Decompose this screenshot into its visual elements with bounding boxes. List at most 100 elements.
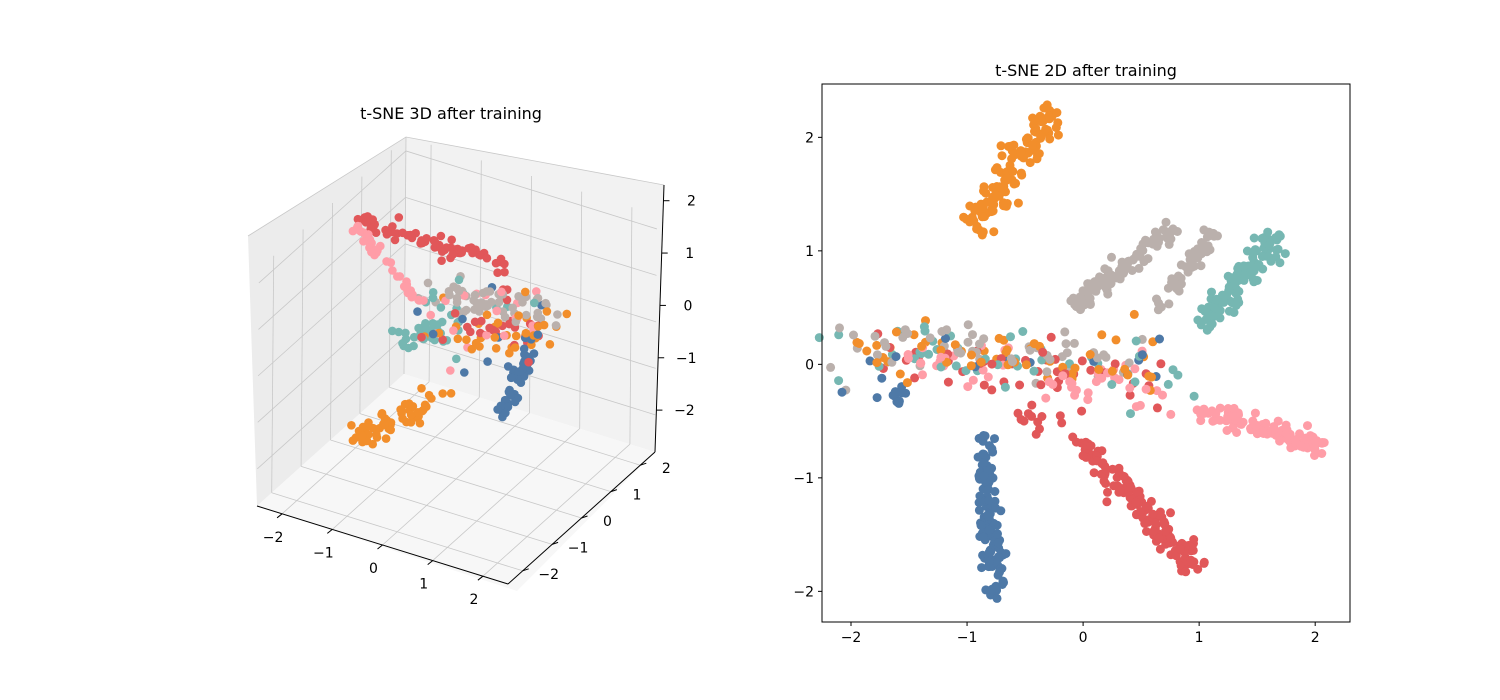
point-orange	[996, 141, 1006, 151]
point-gray	[1183, 267, 1193, 277]
point-teal	[452, 354, 461, 364]
point-red	[1086, 441, 1096, 451]
point-gray	[1127, 266, 1137, 275]
point-red	[1148, 509, 1158, 519]
point-pink	[1229, 403, 1239, 413]
point-red	[1089, 468, 1099, 478]
point-red	[1023, 409, 1033, 419]
point-orange	[967, 350, 976, 360]
point-teal	[1224, 306, 1234, 316]
point-pink	[1317, 449, 1327, 458]
y-tick-label: 0	[805, 357, 814, 373]
point-pink	[1166, 409, 1176, 419]
point-blue	[413, 307, 422, 316]
point-pink	[1196, 410, 1206, 420]
point-gray	[474, 307, 484, 316]
points-3d	[347, 212, 572, 449]
point-blue	[976, 520, 986, 530]
point-orange	[377, 409, 387, 418]
point-teal	[409, 332, 419, 342]
point-blue	[993, 529, 1002, 539]
point-orange	[1021, 360, 1031, 370]
point-gray	[963, 320, 973, 330]
point-red	[1181, 567, 1191, 577]
point-red	[500, 259, 509, 269]
point-blue	[984, 525, 994, 535]
y-tick-label: 1	[632, 488, 641, 504]
point-red	[1141, 501, 1151, 511]
chart-title-2d: t-SNE 2D after training	[995, 61, 1177, 80]
point-gray	[508, 303, 517, 313]
point-pink	[499, 331, 509, 341]
point-orange	[1027, 140, 1037, 150]
point-gray	[1008, 357, 1017, 367]
point-red	[1046, 332, 1056, 342]
point-orange	[400, 399, 410, 409]
point-orange	[408, 402, 418, 411]
point-red	[524, 357, 533, 367]
point-red	[447, 235, 457, 245]
point-orange	[417, 384, 426, 393]
point-pink	[355, 226, 365, 235]
point-teal	[1189, 391, 1199, 401]
x-tick-label: 2	[469, 592, 478, 608]
point-gray	[1101, 352, 1111, 362]
point-pink	[359, 237, 368, 246]
point-orange	[854, 339, 864, 348]
point-blue	[941, 334, 950, 343]
point-pink	[1091, 377, 1101, 387]
point-teal	[1207, 287, 1216, 297]
grid-line	[258, 197, 406, 330]
point-gray	[454, 286, 464, 296]
point-gray	[472, 298, 481, 308]
x-tick-label: −1	[957, 630, 978, 646]
point-teal	[1272, 245, 1281, 255]
point-orange	[380, 420, 389, 430]
point-red	[477, 316, 486, 326]
point-gray	[1045, 355, 1055, 364]
point-orange	[348, 436, 358, 445]
point-red	[1140, 518, 1150, 528]
point-gray	[1164, 299, 1174, 309]
point-orange	[1013, 198, 1023, 208]
point-teal	[394, 327, 404, 337]
point-teal	[404, 343, 413, 353]
point-gray	[937, 327, 947, 336]
point-gray	[968, 330, 977, 340]
point-blue	[890, 387, 900, 397]
point-teal	[1209, 301, 1219, 311]
point-orange	[415, 418, 425, 428]
point-red	[361, 218, 371, 227]
point-orange	[397, 409, 406, 418]
point-red	[1108, 464, 1118, 474]
point-orange	[891, 327, 901, 337]
point-blue	[894, 396, 904, 406]
point-gray	[1042, 367, 1052, 377]
point-teal	[1254, 260, 1264, 269]
point-red	[482, 253, 492, 263]
point-red	[470, 317, 480, 327]
point-orange	[427, 394, 436, 403]
point-orange	[982, 197, 992, 207]
point-orange	[364, 418, 373, 427]
point-gray	[551, 321, 561, 330]
point-pink	[983, 372, 993, 382]
point-teal	[1219, 297, 1229, 307]
grid-line	[579, 191, 583, 429]
point-gray	[1098, 274, 1108, 283]
point-gray	[1107, 252, 1116, 262]
point-red	[485, 323, 494, 333]
point-blue	[994, 552, 1003, 562]
point-red	[436, 231, 446, 241]
point-pink	[1083, 395, 1093, 405]
point-orange	[1052, 108, 1062, 118]
point-orange	[386, 418, 396, 427]
point-gray	[514, 292, 523, 301]
point-pink	[916, 358, 926, 368]
point-teal	[1207, 319, 1217, 329]
y-tick-mark	[551, 541, 559, 545]
x-tick-label: 0	[1079, 630, 1088, 646]
point-blue	[483, 357, 492, 366]
x-tick-label: 1	[1195, 630, 1204, 646]
point-red	[1119, 471, 1128, 481]
